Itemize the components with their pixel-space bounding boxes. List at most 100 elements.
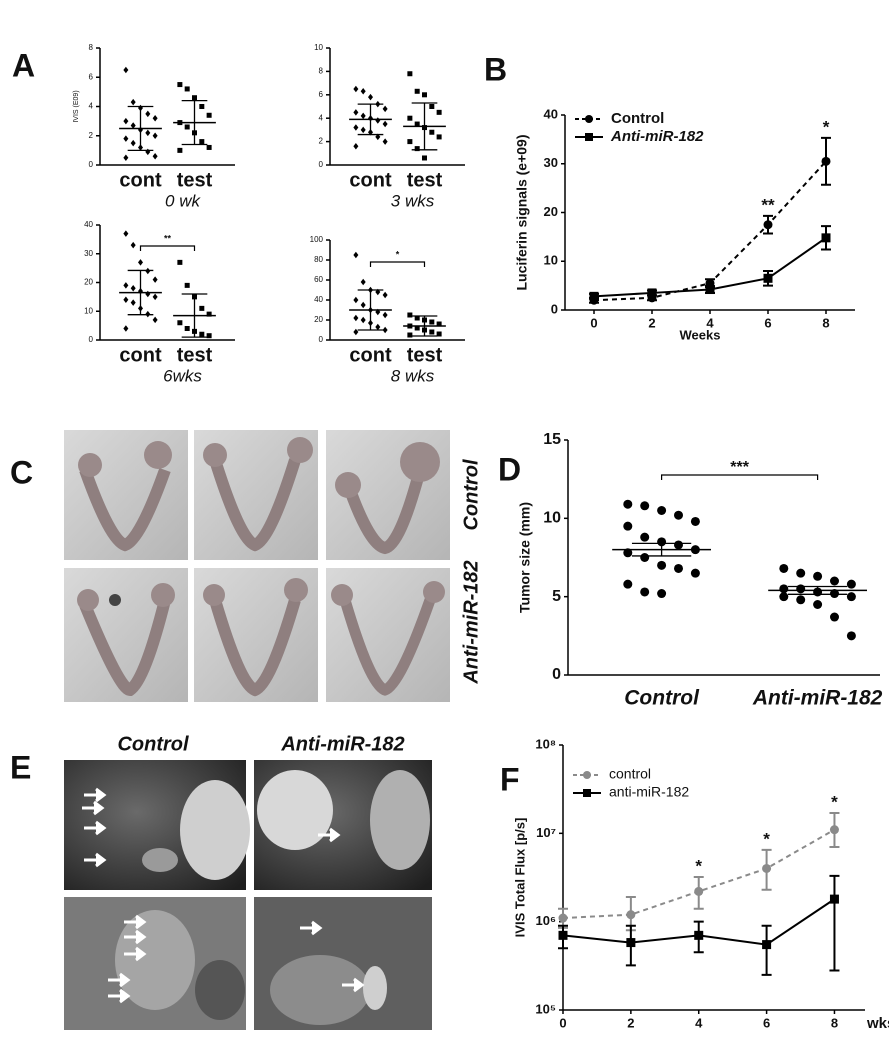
photo bbox=[64, 760, 250, 890]
error-bar bbox=[631, 542, 692, 557]
y-tick-label: 20 bbox=[544, 204, 558, 219]
y-tick-label: 10⁶ bbox=[536, 913, 556, 928]
marker bbox=[382, 120, 388, 128]
marker bbox=[640, 553, 650, 562]
marker bbox=[199, 331, 205, 337]
marker bbox=[436, 331, 442, 337]
y-tick-label: 80 bbox=[314, 255, 323, 264]
panel-label: F bbox=[500, 761, 520, 797]
marker bbox=[184, 282, 190, 288]
marker bbox=[813, 571, 823, 581]
marker bbox=[647, 288, 657, 298]
category-label: test bbox=[177, 344, 213, 366]
annotation: * bbox=[763, 829, 770, 848]
photo bbox=[254, 897, 432, 1030]
marker bbox=[375, 117, 381, 124]
marker bbox=[558, 930, 568, 940]
marker bbox=[626, 910, 636, 920]
marker bbox=[414, 325, 420, 331]
legend-label: Anti-miR-182 bbox=[610, 128, 704, 145]
marker bbox=[846, 592, 856, 602]
panel-label: D bbox=[498, 451, 521, 487]
marker bbox=[382, 326, 388, 334]
panel-label: E bbox=[10, 749, 31, 785]
marker bbox=[177, 147, 183, 153]
y-tick-label: 6 bbox=[319, 90, 324, 99]
marker bbox=[177, 320, 183, 326]
photo-grid: Control Anti-miR-182 bbox=[64, 430, 482, 702]
marker bbox=[796, 584, 806, 594]
category-label: test bbox=[407, 344, 443, 366]
annotation: * bbox=[823, 117, 830, 136]
photo bbox=[64, 568, 188, 702]
error-bar bbox=[181, 100, 208, 146]
marker bbox=[436, 321, 442, 327]
marker bbox=[145, 110, 151, 118]
marker bbox=[192, 95, 197, 101]
marker bbox=[623, 521, 633, 531]
marker bbox=[674, 563, 683, 573]
marker bbox=[360, 316, 366, 324]
marker bbox=[382, 311, 388, 319]
y-tick-label: 100 bbox=[310, 235, 324, 244]
legend-marker bbox=[585, 133, 593, 141]
marker bbox=[558, 913, 568, 923]
marker bbox=[375, 133, 381, 141]
marker bbox=[152, 293, 158, 301]
category-label: test bbox=[177, 169, 213, 191]
photo bbox=[194, 430, 318, 560]
marker bbox=[123, 325, 129, 332]
x-tick-label: 4 bbox=[695, 1015, 703, 1030]
marker bbox=[199, 305, 205, 311]
panel-subtitle: 8 wks bbox=[391, 366, 435, 385]
panel-subtitle: 0 wk bbox=[165, 191, 201, 210]
marker bbox=[199, 104, 205, 109]
marker bbox=[830, 612, 839, 622]
marker bbox=[123, 135, 129, 142]
y-tick-label: 10 bbox=[544, 253, 558, 268]
y-tick-label: 10 bbox=[543, 510, 561, 527]
marker bbox=[199, 139, 205, 145]
significance-label: *** bbox=[730, 459, 749, 476]
marker bbox=[152, 276, 158, 283]
marker bbox=[407, 332, 413, 338]
x-tick-label: 8 bbox=[831, 1015, 838, 1030]
marker bbox=[690, 568, 700, 578]
y-tick-label: 40 bbox=[84, 220, 93, 229]
marker bbox=[779, 584, 789, 594]
marker bbox=[690, 516, 700, 526]
marker bbox=[123, 230, 129, 237]
photo bbox=[326, 430, 450, 560]
marker bbox=[353, 85, 359, 93]
marker bbox=[429, 319, 435, 325]
error-bar bbox=[787, 585, 848, 595]
marker bbox=[779, 592, 789, 602]
marker bbox=[829, 825, 839, 835]
marker bbox=[694, 886, 704, 896]
marker bbox=[657, 589, 667, 599]
legend-label: Control bbox=[611, 110, 664, 127]
significance-label: ** bbox=[164, 233, 172, 243]
marker bbox=[353, 328, 359, 336]
marker bbox=[375, 323, 381, 331]
marker bbox=[360, 126, 366, 134]
marker bbox=[138, 259, 143, 266]
marker bbox=[360, 112, 366, 120]
marker bbox=[145, 148, 151, 156]
marker bbox=[382, 138, 388, 145]
y-tick-label: 8 bbox=[319, 67, 324, 76]
marker bbox=[353, 251, 359, 259]
y-axis-label: Luciferin signals (e+09) bbox=[514, 135, 530, 291]
marker bbox=[382, 105, 388, 113]
error-bar bbox=[829, 874, 840, 972]
marker bbox=[657, 506, 667, 515]
category-label: Anti-miR-182 bbox=[752, 687, 883, 710]
marker bbox=[796, 595, 806, 605]
marker bbox=[407, 139, 413, 145]
marker bbox=[414, 121, 420, 127]
marker bbox=[184, 326, 190, 331]
column-label: Control bbox=[117, 733, 189, 755]
y-tick-label: 0 bbox=[89, 160, 94, 169]
marker bbox=[762, 863, 772, 873]
marker bbox=[206, 333, 212, 339]
